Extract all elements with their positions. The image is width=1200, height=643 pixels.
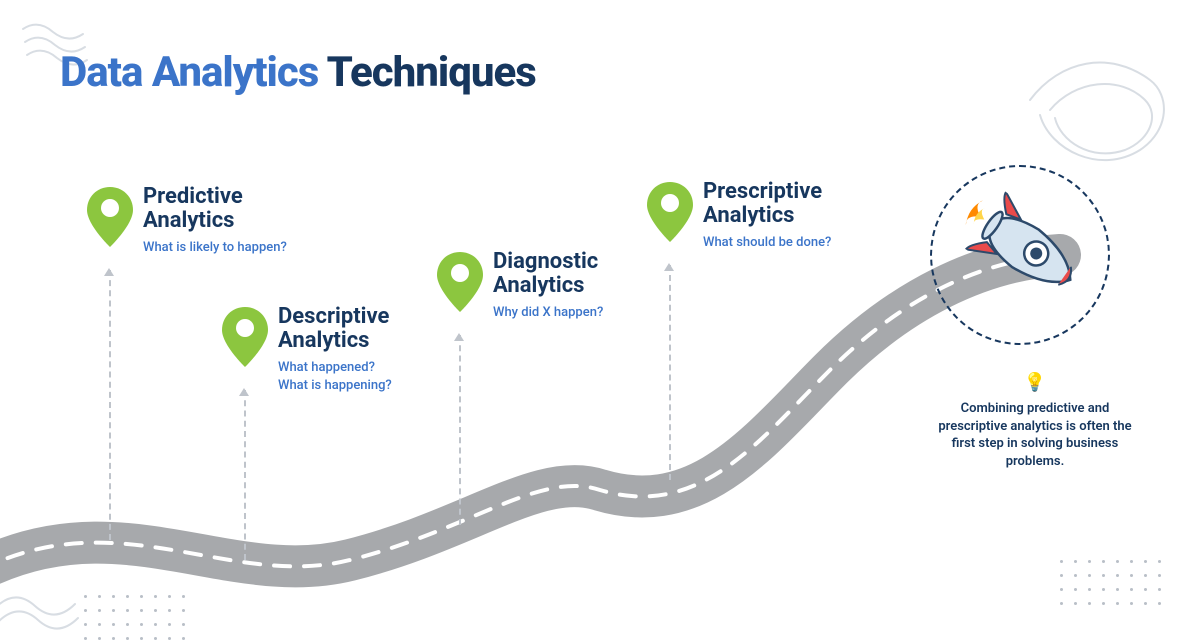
map-pin-icon [220,305,270,369]
pin-text: Descriptive Analytics What happened? What… [278,305,392,394]
pin-title: Prescriptive Analytics [703,180,831,228]
dot-grid-decoration [84,595,188,643]
pin-subtitle: What should be done? [703,234,831,252]
analytics-pin: Descriptive Analytics What happened? What… [220,305,392,394]
pin-text: Prescriptive Analytics What should be don… [703,180,831,252]
analytics-pin: Predictive Analytics What is likely to ha… [85,185,287,257]
pin-text: Diagnostic Analytics Why did X happen? [493,250,603,322]
dot-grid-decoration [1060,560,1164,608]
pin-subtitle: What is likely to happen? [143,239,287,257]
pin-title: Descriptive Analytics [278,305,392,353]
pin-title: Diagnostic Analytics [493,250,603,298]
pin-connector [459,335,461,525]
lightbulb-icon: 💡 [1020,372,1050,393]
map-pin-icon [435,250,485,314]
pin-subtitle: What happened? What is happening? [278,359,392,394]
callout-text: Combining predictive and prescriptive an… [930,400,1140,470]
pin-connector [669,265,671,480]
pin-title: Predictive Analytics [143,185,287,233]
analytics-pin: Diagnostic Analytics Why did X happen? [435,250,603,322]
pin-connector [109,270,111,540]
pin-text: Predictive Analytics What is likely to ha… [143,185,287,257]
pin-arrowhead-icon [104,268,114,276]
analytics-pin: Prescriptive Analytics What should be don… [645,180,831,252]
pin-arrowhead-icon [664,263,674,271]
map-pin-icon [85,185,135,249]
map-pin-icon [645,180,695,244]
pin-connector [244,390,246,560]
pin-arrowhead-icon [454,333,464,341]
pin-subtitle: Why did X happen? [493,304,603,322]
